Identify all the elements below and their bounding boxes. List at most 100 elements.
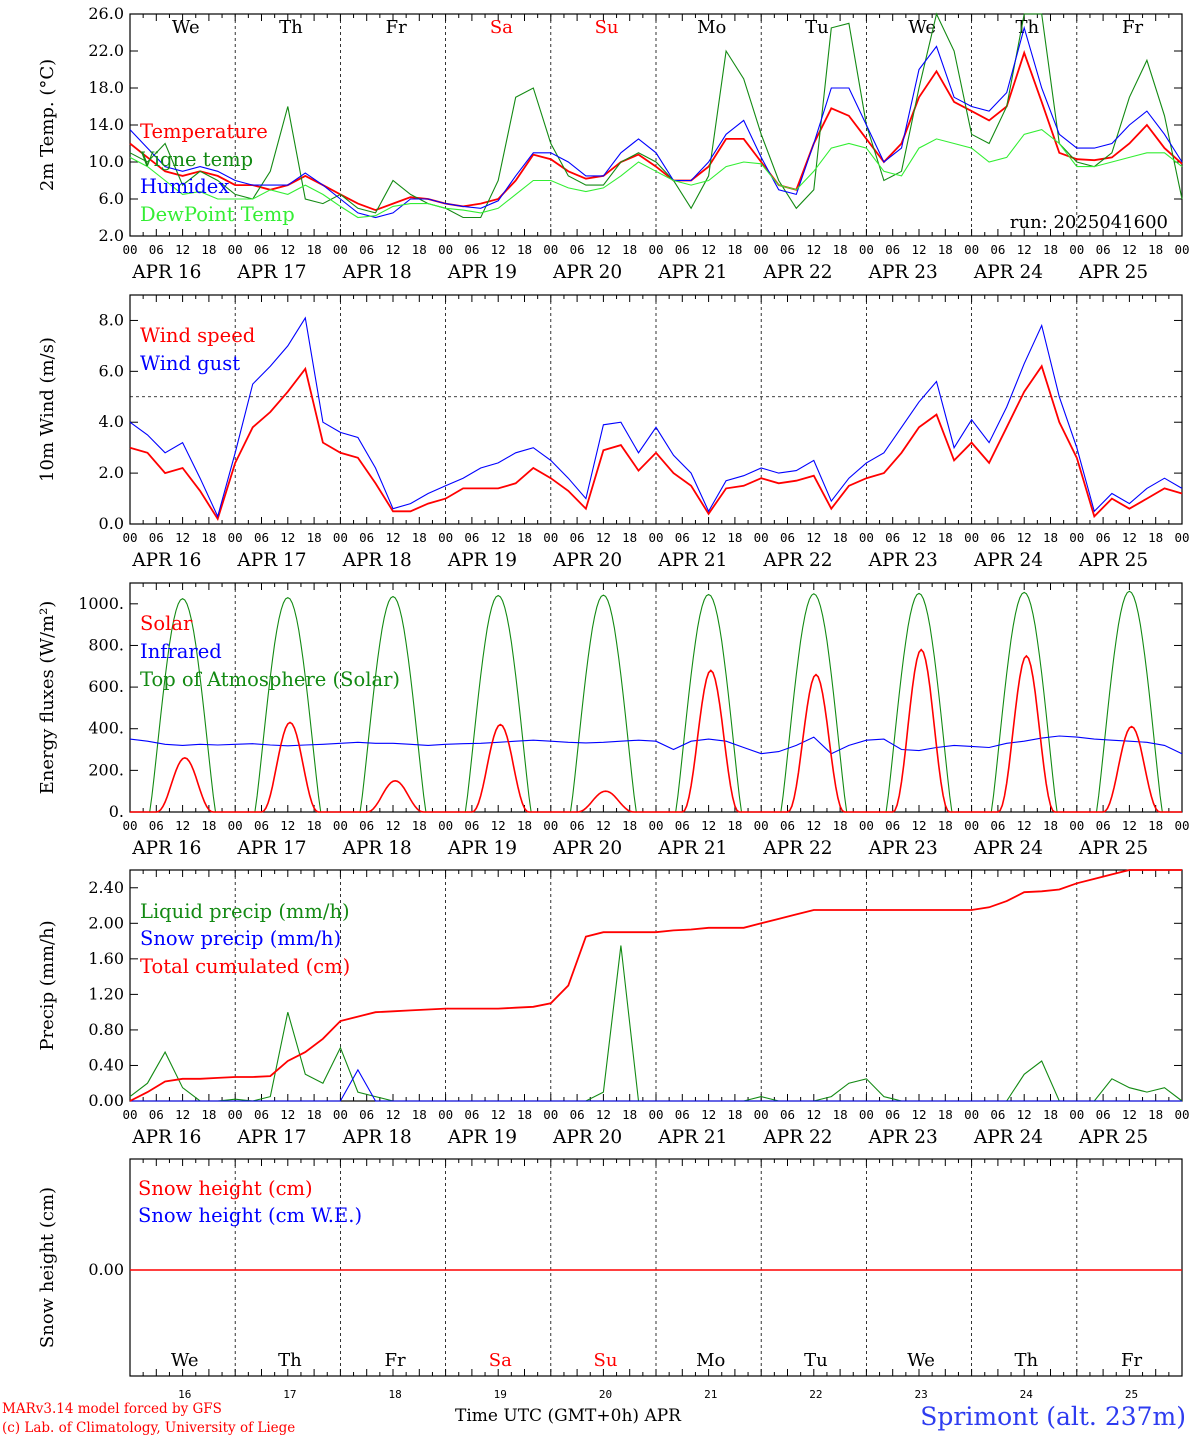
date-label: APR 21 [657, 838, 727, 859]
day-number-label: 24 [1020, 1388, 1034, 1401]
hour-tick-label: 00 [1069, 530, 1084, 545]
legend-entry: Liquid precip (mm/h) [140, 900, 350, 923]
y-tick-label: 1.60 [88, 949, 124, 968]
hour-tick-label: 12 [385, 530, 400, 545]
hour-tick-label: 12 [1122, 530, 1137, 545]
series-line-vigne-temp [129, 12, 1183, 219]
weekday-label: Su [594, 1350, 618, 1371]
date-label: APR 18 [342, 550, 412, 571]
hour-tick-label: 00 [648, 818, 663, 833]
y-axis-label: Energy fluxes (W/m²) [37, 601, 58, 795]
hour-tick-label: 00 [648, 530, 663, 545]
hour-tick-label: 06 [780, 818, 795, 833]
weekday-label: Fr [1122, 17, 1143, 38]
legend-entry: Top of Atmosphere (Solar) [140, 668, 400, 691]
date-label: APR 20 [552, 838, 622, 859]
weekday-label: Th [278, 1350, 302, 1371]
hour-tick-label: 00 [964, 1107, 979, 1122]
hour-tick-label: 00 [859, 818, 874, 833]
legend-entry: Solar [140, 612, 193, 635]
date-label: APR 20 [552, 1127, 622, 1148]
series-line-infrared [129, 735, 1183, 755]
hour-tick-label: 00 [228, 242, 243, 257]
y-tick-label: 0.40 [88, 1055, 124, 1074]
hour-tick-label: 00 [543, 530, 558, 545]
hour-tick-label: 12 [280, 818, 295, 833]
hour-tick-label: 18 [1043, 1107, 1058, 1122]
hour-tick-label: 06 [675, 1107, 690, 1122]
weekday-label: Th [1014, 1350, 1038, 1371]
model-credit-line2: (c) Lab. of Climatology, University of L… [2, 1420, 296, 1436]
hour-tick-label: 12 [491, 242, 506, 257]
hour-tick-label: 12 [491, 818, 506, 833]
hour-tick-label: 12 [911, 818, 926, 833]
hour-tick-label: 00 [438, 818, 453, 833]
hour-tick-label: 12 [1017, 242, 1032, 257]
hour-tick-label: 12 [175, 530, 190, 545]
hour-tick-label: 06 [1096, 1107, 1111, 1122]
hour-tick-label: 18 [517, 530, 532, 545]
weekday-label: Su [595, 17, 619, 38]
date-label: APR 23 [868, 1127, 938, 1148]
date-label: APR 17 [236, 262, 306, 283]
weekday-label: We [908, 17, 936, 38]
hour-tick-label: 00 [648, 242, 663, 257]
hour-tick-label: 18 [622, 1107, 637, 1122]
hour-tick-label: 18 [201, 530, 216, 545]
hour-tick-label: 12 [701, 818, 716, 833]
day-number-label: 18 [388, 1388, 401, 1401]
hour-tick-label: 18 [833, 530, 848, 545]
y-tick-label: 2.0 [99, 226, 124, 245]
date-label: APR 24 [973, 838, 1043, 859]
hour-tick-label: 00 [1069, 1107, 1084, 1122]
hour-tick-label: 00 [543, 1107, 558, 1122]
y-tick-label: 0.00 [88, 1260, 124, 1279]
hour-tick-label: 18 [412, 818, 427, 833]
hour-tick-label: 12 [596, 530, 611, 545]
y-tick-label: 0.0 [99, 514, 124, 533]
hour-tick-label: 18 [1148, 242, 1163, 257]
date-label: APR 22 [762, 262, 832, 283]
date-label: APR 20 [552, 262, 622, 283]
hour-tick-label: 06 [570, 530, 585, 545]
hour-tick-label: 06 [359, 818, 374, 833]
date-label: APR 21 [657, 262, 727, 283]
y-axis-label: Precip (mm/h) [37, 920, 58, 1050]
hour-tick-label: 12 [175, 818, 190, 833]
legend-entry: Snow precip (mm/h) [140, 927, 341, 950]
day-number-label: 17 [283, 1388, 296, 1401]
hour-tick-label: 06 [1096, 818, 1111, 833]
hour-tick-label: 18 [938, 530, 953, 545]
hour-tick-label: 00 [1174, 818, 1189, 833]
y-tick-label: 6.0 [99, 361, 124, 380]
day-number-label: 25 [1125, 1388, 1138, 1401]
hour-tick-label: 06 [254, 1107, 269, 1122]
hour-tick-label: 00 [1174, 1107, 1189, 1122]
y-tick-label: 2.00 [88, 913, 124, 932]
series-line-top-of-atmosphere-solar [130, 590, 1182, 813]
hour-tick-label: 06 [359, 530, 374, 545]
hour-tick-label: 18 [517, 818, 532, 833]
y-tick-label: 14.0 [88, 115, 124, 134]
y-tick-label: 1.20 [88, 984, 124, 1003]
weekday-label: We [171, 1350, 199, 1371]
y-tick-label: 22.0 [88, 41, 124, 60]
y-tick-label: 8.0 [99, 310, 124, 329]
hour-tick-label: 18 [412, 530, 427, 545]
hour-tick-label: 18 [1043, 530, 1058, 545]
y-tick-label: 800. [88, 635, 124, 654]
hour-tick-label: 06 [464, 1107, 479, 1122]
date-label: APR 25 [1078, 550, 1148, 571]
hour-tick-label: 00 [122, 242, 137, 257]
hour-tick-label: 12 [911, 1107, 926, 1122]
series-line-wind-speed [129, 364, 1183, 522]
date-label: APR 23 [868, 262, 938, 283]
date-label: APR 22 [762, 838, 832, 859]
hour-tick-label: 06 [570, 1107, 585, 1122]
hour-tick-label: 00 [754, 530, 769, 545]
hour-tick-label: 18 [938, 818, 953, 833]
hour-tick-label: 18 [833, 242, 848, 257]
date-label: APR 19 [447, 550, 517, 571]
date-label: APR 18 [342, 838, 412, 859]
hour-tick-label: 06 [149, 530, 164, 545]
